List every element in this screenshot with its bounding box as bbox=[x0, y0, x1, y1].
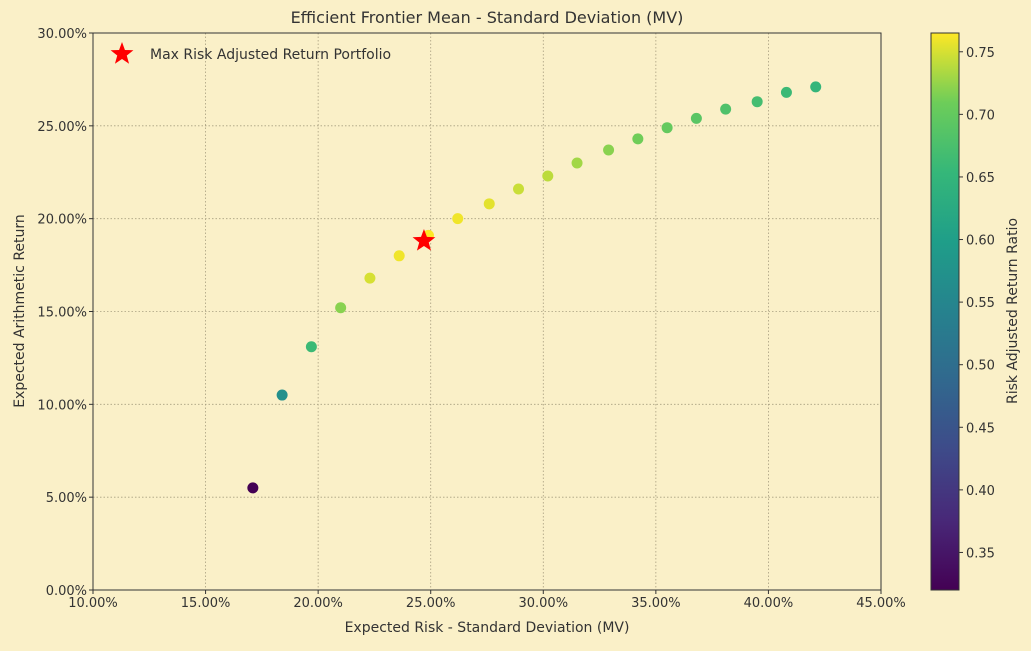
colorbar: 0.35 0.40 0.45 0.50 0.55 0.60 0.65 0.70 0.75 Ris… bbox=[930, 32, 1021, 591]
plot-frame bbox=[92, 32, 882, 591]
colorbar-tick-label: 0.35 bbox=[966, 546, 995, 561]
chart-title: Efficient Frontier Mean - Standard Devia… bbox=[291, 8, 684, 27]
frontier-point bbox=[276, 389, 288, 401]
x-tick-label: 45.00% bbox=[856, 596, 906, 611]
legend-star-marker bbox=[110, 42, 134, 64]
frontier-point bbox=[483, 198, 495, 210]
frontier-point bbox=[571, 157, 583, 169]
highlight-layer bbox=[412, 228, 436, 251]
colorbar-tick-label: 0.55 bbox=[966, 296, 995, 311]
frontier-point bbox=[661, 122, 673, 134]
colorbar-ticks: 0.35 0.40 0.45 0.50 0.55 0.60 0.65 0.70 0.75 bbox=[959, 46, 995, 561]
x-tick-label: 20.00% bbox=[293, 596, 343, 611]
frontier-point bbox=[364, 272, 376, 284]
y-tick-label: 10.00% bbox=[37, 398, 87, 413]
frontier-point bbox=[513, 183, 525, 195]
legend: Max Risk Adjusted Return Portfolio bbox=[110, 42, 391, 64]
plot-area: 10.00% 15.00% 20.00% 25.00% 30.00% 35.00% 40.0… bbox=[37, 27, 905, 611]
frontier-point bbox=[690, 112, 702, 124]
x-tick-label: 10.00% bbox=[68, 596, 118, 611]
y-tick-label: 15.00% bbox=[37, 306, 87, 321]
x-axis-ticks: 10.00% 15.00% 20.00% 25.00% 30.00% 35.00% 40.0… bbox=[68, 590, 906, 611]
frontier-point bbox=[810, 81, 822, 93]
plot-background bbox=[93, 33, 881, 590]
y-tick-label: 25.00% bbox=[37, 120, 87, 135]
scatter-points bbox=[247, 81, 822, 494]
x-tick-label: 15.00% bbox=[181, 596, 231, 611]
frontier-point bbox=[720, 103, 732, 115]
frontier-point bbox=[603, 144, 615, 156]
y-tick-label: 0.00% bbox=[46, 584, 87, 599]
frontier-point bbox=[335, 302, 347, 314]
y-axis-ticks: 0.00% 5.00% 10.00% 15.00% 20.00% 25.00% 30.00% bbox=[37, 27, 93, 599]
y-axis-label: Expected Arithmetic Return bbox=[12, 214, 28, 408]
x-tick-label: 35.00% bbox=[631, 596, 681, 611]
colorbar-tick-label: 0.65 bbox=[966, 171, 995, 186]
frontier-point bbox=[452, 213, 464, 225]
y-tick-label: 20.00% bbox=[37, 213, 87, 228]
colorbar-tick-label: 0.75 bbox=[966, 46, 995, 61]
colorbar-tick-label: 0.45 bbox=[966, 421, 995, 436]
x-tick-label: 40.00% bbox=[744, 596, 794, 611]
frontier-point bbox=[305, 341, 317, 353]
frontier-point bbox=[751, 96, 763, 108]
y-tick-label: 30.00% bbox=[37, 27, 87, 42]
colorbar-tick-label: 0.40 bbox=[966, 484, 995, 499]
frontier-point bbox=[542, 170, 554, 182]
x-tick-label: 25.00% bbox=[406, 596, 456, 611]
colorbar-label: Risk Adjusted Return Ratio bbox=[1005, 218, 1021, 404]
colorbar-gradient bbox=[930, 32, 960, 591]
frontier-point bbox=[632, 133, 644, 145]
max-risk-adjusted-star bbox=[412, 228, 436, 251]
colorbar-tick-label: 0.60 bbox=[966, 234, 995, 249]
frontier-point bbox=[247, 482, 259, 494]
colorbar-tick-label: 0.50 bbox=[966, 359, 995, 374]
y-tick-label: 5.00% bbox=[46, 491, 87, 506]
x-axis-label: Expected Risk - Standard Deviation (MV) bbox=[345, 620, 630, 636]
colorbar-tick-label: 0.70 bbox=[966, 108, 995, 123]
frontier-point bbox=[393, 250, 405, 262]
legend-label: Max Risk Adjusted Return Portfolio bbox=[150, 47, 391, 63]
x-tick-label: 30.00% bbox=[518, 596, 568, 611]
frontier-point bbox=[780, 86, 792, 98]
